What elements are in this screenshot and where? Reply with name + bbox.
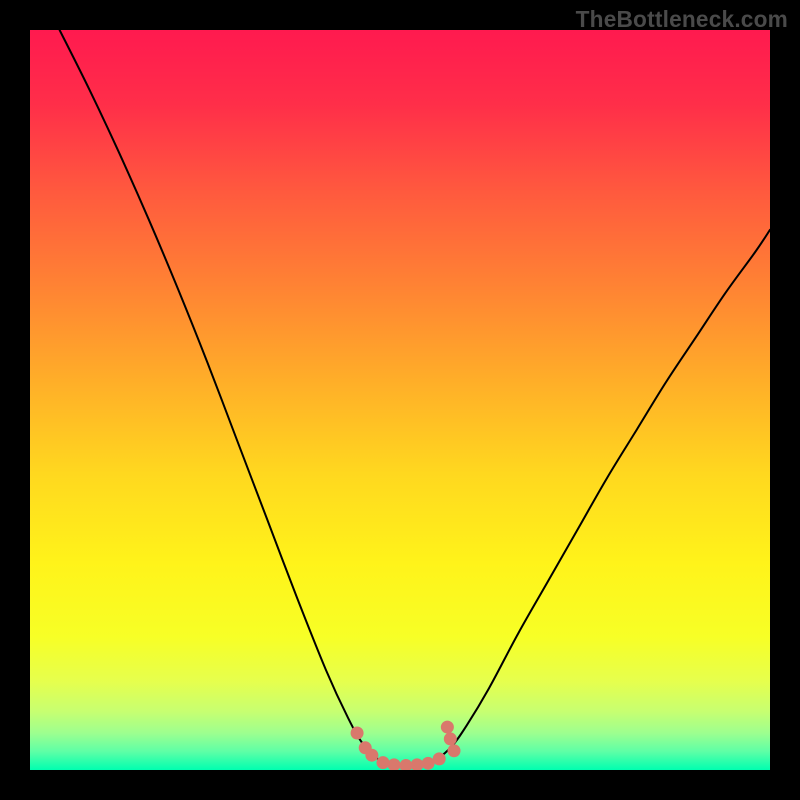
optimal-zone-marker — [444, 732, 457, 745]
curve-overlay — [30, 30, 770, 770]
optimal-zone-marker — [448, 744, 461, 757]
optimal-zone-marker — [441, 721, 454, 734]
optimal-zone-marker — [388, 758, 401, 770]
optimal-zone-marker — [351, 727, 364, 740]
optimal-zone-marker — [422, 757, 435, 770]
optimal-zone-marker — [411, 758, 424, 770]
optimal-zone-marker — [376, 756, 389, 769]
optimal-zone-marker — [399, 759, 412, 770]
bottleneck-curve — [60, 30, 770, 766]
watermark-text: TheBottleneck.com — [576, 6, 788, 33]
plot-area — [30, 30, 770, 770]
optimal-zone-marker — [365, 749, 378, 762]
chart-canvas: TheBottleneck.com — [0, 0, 800, 800]
optimal-zone-marker — [433, 752, 446, 765]
